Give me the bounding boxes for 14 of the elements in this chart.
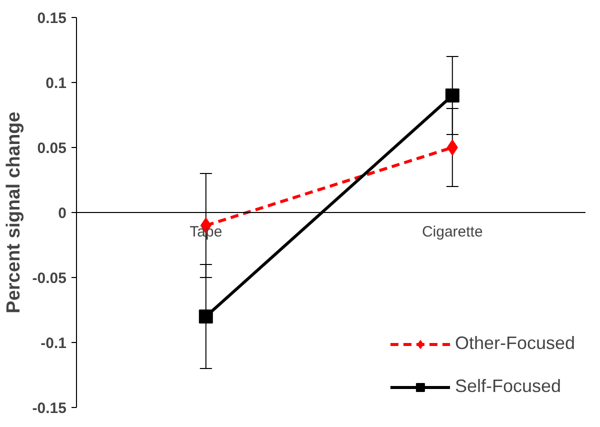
y-tick-label: -0.1	[40, 335, 67, 352]
y-tick-label: -0.05	[32, 270, 67, 287]
point	[446, 140, 458, 156]
point	[198, 310, 213, 324]
y-tick-label: 0	[58, 205, 66, 222]
y-tick-label: 0.15	[37, 10, 67, 27]
y-tick-label: 0.05	[37, 140, 67, 157]
x-tick-label: Cigarette	[422, 224, 483, 240]
legend-label: Other-Focused	[454, 333, 575, 354]
legend-label: Self-Focused	[454, 376, 561, 397]
y-axis-title: Percent signal change	[3, 112, 24, 314]
y-tick-label: -0.15	[32, 400, 67, 417]
y-tick-label: 0.1	[46, 75, 67, 92]
point	[445, 88, 460, 102]
